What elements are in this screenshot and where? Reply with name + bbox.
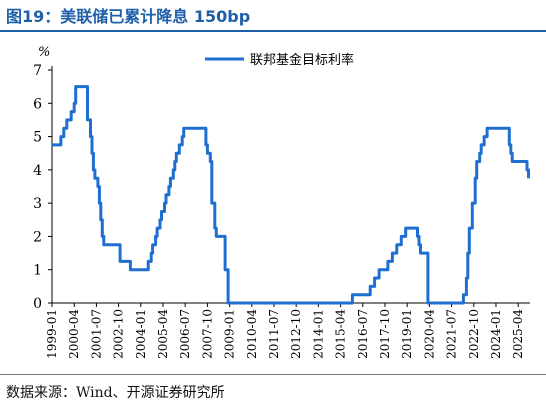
x-tick-label: 2001-07 xyxy=(89,309,103,359)
y-tick-label: 2 xyxy=(33,229,42,245)
y-tick-label: 7 xyxy=(33,63,42,79)
source-divider xyxy=(0,374,546,375)
x-tick-label: 2010-04 xyxy=(245,309,259,359)
chart-axes xyxy=(51,66,530,304)
x-tick-label: 2025-04 xyxy=(511,309,525,359)
x-tick-label: 2005-04 xyxy=(156,309,170,359)
y-tick-label: 4 xyxy=(33,163,42,179)
x-tick-label: 2007-10 xyxy=(200,309,214,359)
y-tick-label: 0 xyxy=(33,296,42,312)
x-axis-ticks: 1999-01 2000-04 2001-07 2002-10 2004-01 2005-… xyxy=(45,303,525,359)
x-tick-label: 2015-04 xyxy=(334,309,348,359)
x-tick-label: 2000-04 xyxy=(67,309,81,359)
x-tick-label: 2022-10 xyxy=(467,309,481,359)
y-tick-label: 6 xyxy=(33,96,42,112)
x-tick-label: 2019-01 xyxy=(400,309,414,359)
title-divider xyxy=(0,30,546,32)
chart-legend: 联邦基金目标利率 xyxy=(205,52,354,68)
figure-title: 图19：美联储已累计降息 150bp xyxy=(6,7,251,26)
x-tick-label: 2002-10 xyxy=(112,309,126,359)
y-tick-label: 5 xyxy=(33,130,42,146)
rate-line-chart: 0 1 2 3 4 5 6 7 1999-01 2000-04 2001-07 2002-10 200… xyxy=(33,45,530,359)
x-tick-label: 2006-07 xyxy=(178,309,192,359)
series-line-fed-funds xyxy=(52,85,530,305)
x-tick-label: 2017-10 xyxy=(378,309,392,359)
y-tick-label: 3 xyxy=(33,196,42,212)
x-tick-label: 2014-01 xyxy=(311,309,325,359)
x-tick-label: 2012-10 xyxy=(289,309,303,359)
y-axis-unit: % xyxy=(38,45,50,60)
x-tick-label: 2004-01 xyxy=(134,309,148,359)
x-tick-label: 2024-01 xyxy=(489,309,503,359)
y-axis-ticks: 0 1 2 3 4 5 6 7 xyxy=(33,63,52,312)
legend-label: 联邦基金目标利率 xyxy=(250,52,354,68)
x-tick-label: 2009-01 xyxy=(223,309,237,359)
x-tick-label: 2020-04 xyxy=(422,309,436,359)
y-tick-label: 1 xyxy=(33,263,42,279)
data-source-note: 数据来源：Wind、开源证券研究所 xyxy=(6,385,225,401)
x-tick-label: 2016-07 xyxy=(356,309,370,359)
x-tick-label: 1999-01 xyxy=(45,309,59,359)
x-tick-label: 2021-07 xyxy=(445,309,459,359)
x-tick-label: 2011-07 xyxy=(267,309,281,359)
